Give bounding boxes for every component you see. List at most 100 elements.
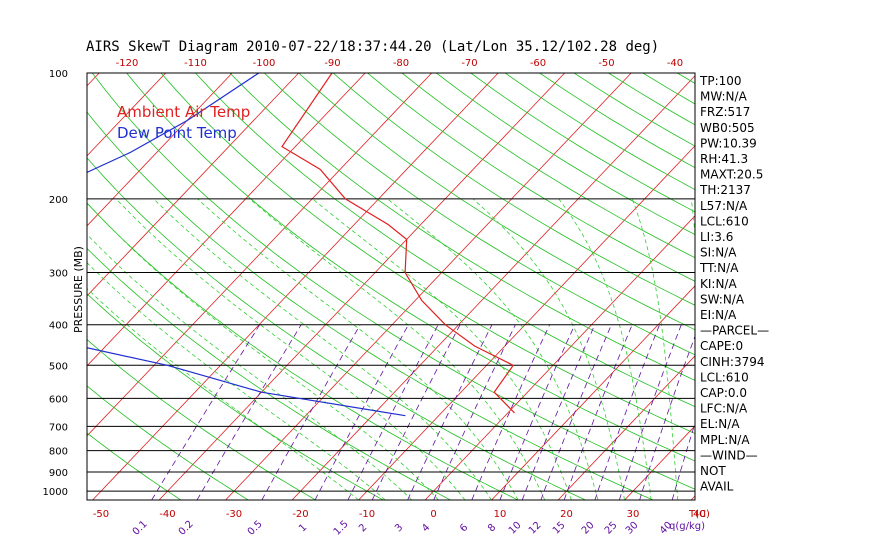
- dry-adiabat-line: [504, 73, 695, 191]
- dry-adiabat-line: [126, 73, 695, 462]
- mixing-ratio-line: [619, 324, 682, 500]
- bottom-tick-label: 10: [494, 509, 507, 520]
- index-item: —PARCEL—: [700, 324, 769, 338]
- top-tick-label: -70: [461, 58, 477, 69]
- bottom-tick-label: 40: [693, 509, 706, 520]
- chart-title: AIRS SkewT Diagram 2010-07-22/18:37:44.2…: [86, 39, 659, 55]
- top-tick-label: -50: [598, 58, 614, 69]
- index-item: MPL:N/A: [700, 433, 750, 447]
- moist-adiabat-line: [153, 198, 492, 500]
- bottom-tick-label: -20: [292, 509, 308, 520]
- moist-adiabat-line: [312, 198, 572, 500]
- legend-dew-point: Dew Point Temp: [117, 124, 237, 142]
- index-item: CAPE:0: [700, 339, 743, 353]
- index-item: SI:N/A: [700, 246, 737, 260]
- dry-adiabat-line: [470, 73, 695, 213]
- mixing-ratio-line: [347, 324, 439, 500]
- mixing-ratio-label: 3: [393, 522, 405, 534]
- top-tick-label: -100: [253, 58, 276, 69]
- dry-adiabat-line: [87, 111, 654, 500]
- mixing-ratio-label: 25: [603, 520, 620, 537]
- moist-adiabat-line: [558, 198, 652, 500]
- moist-adiabat-line: [197, 198, 519, 500]
- isotherm-line: [87, 73, 299, 297]
- index-item: LCL:610: [700, 370, 749, 384]
- mixing-ratio-label: 1.5: [332, 519, 351, 538]
- background-lines: [0, 73, 870, 500]
- mixing-ratio-label: 12: [527, 520, 544, 537]
- mixing-ratio-label: 8: [486, 522, 498, 534]
- mixing-ratio-label: 0.1: [131, 519, 150, 538]
- isotherm-line: [87, 73, 432, 437]
- mixing-ratio-label: 30: [624, 520, 641, 537]
- index-item: MAXT:20.5: [700, 168, 763, 182]
- isotherm-line: [0, 73, 33, 500]
- dry-adiabat-line: [229, 73, 695, 381]
- moist-adiabat-line: [87, 202, 439, 500]
- index-item: LFC:N/A: [700, 402, 748, 416]
- bottom-tick-label: -50: [93, 509, 109, 520]
- mixing-ratio-line: [407, 324, 493, 500]
- moist-adiabat-line: [387, 198, 599, 500]
- mixing-ratio-line: [261, 324, 361, 500]
- moist-adiabat-line: [249, 198, 546, 500]
- isotherm-line: [87, 73, 366, 367]
- index-item: PW:10.39: [700, 136, 757, 150]
- dry-adiabat-line: [87, 385, 249, 500]
- profile-series: [87, 73, 515, 417]
- mixing-ratio-line: [471, 324, 551, 500]
- y-axis-label: PRESSURE (MB): [72, 246, 85, 333]
- index-item: FRZ:517: [700, 105, 750, 119]
- pressure-tick-label: 700: [49, 422, 68, 433]
- pressure-tick-label: 100: [49, 69, 68, 80]
- index-item: SW:N/A: [700, 292, 745, 306]
- mixing-ratio-label: 0.5: [246, 519, 265, 538]
- mixing-ratio-line: [196, 324, 302, 500]
- dry-adiabats: [87, 73, 870, 500]
- top-tick-label: -60: [530, 58, 546, 69]
- dry-adiabat-line: [746, 73, 870, 500]
- mixing-ratio-lines: [151, 324, 695, 500]
- index-item: —WIND—: [700, 448, 758, 462]
- bottom-tick-label: 20: [560, 509, 573, 520]
- mixing-ratio-labels: 0.1 0.2 0.5 1 1.5 2 3 4 6 8 10 12 15 20 25 30 40: [131, 519, 675, 538]
- dry-adiabat-line: [401, 73, 695, 259]
- mixing-ratio-line: [314, 324, 409, 500]
- dry-adiabat-line: [87, 339, 316, 500]
- bottom-tick-label: -10: [359, 509, 375, 520]
- index-item: TP:100: [699, 74, 742, 88]
- mixing-ratio-line: [639, 335, 695, 500]
- mixing-ratio-label: 0.2: [177, 519, 196, 538]
- top-tick-label: -80: [393, 58, 409, 69]
- dry-adiabat-line: [781, 73, 870, 500]
- mixing-ratio-line: [563, 324, 633, 500]
- top-tick-label: -90: [324, 58, 340, 69]
- isotherm-line: [491, 285, 695, 500]
- pressure-tick-label: 900: [49, 468, 68, 479]
- mixing-ratio-line: [433, 324, 516, 500]
- mixing-ratio-label: 6: [458, 522, 470, 534]
- top-tick-label: -110: [184, 58, 207, 69]
- isotherm-line: [824, 73, 870, 500]
- isotherm-line: [758, 73, 870, 500]
- mixing-ratio-label: 4: [420, 522, 432, 534]
- isotherm-line: [291, 75, 695, 500]
- mixing-ratio-line: [371, 324, 461, 500]
- index-item: WB0:505: [700, 121, 755, 135]
- index-item: EI:N/A: [700, 308, 737, 322]
- mixing-ratio-line: [540, 324, 612, 500]
- index-item: TT:N/A: [699, 261, 739, 275]
- dry-adiabat-line: [87, 247, 451, 500]
- pressure-tick-label: 200: [49, 195, 68, 206]
- bottom-tick-label: -30: [226, 509, 242, 520]
- mixing-ratio-label: 15: [551, 520, 568, 537]
- isotherm-line: [92, 73, 499, 500]
- index-item: KI:N/A: [700, 277, 737, 291]
- index-item: LCL:610: [700, 214, 749, 228]
- mixing-ratio-line: [671, 422, 695, 500]
- index-item: CAP:0.0: [700, 386, 747, 400]
- isotherm-line: [87, 73, 233, 227]
- pressure-tick-label: 800: [49, 447, 68, 458]
- moist-adiabat-line: [631, 198, 679, 500]
